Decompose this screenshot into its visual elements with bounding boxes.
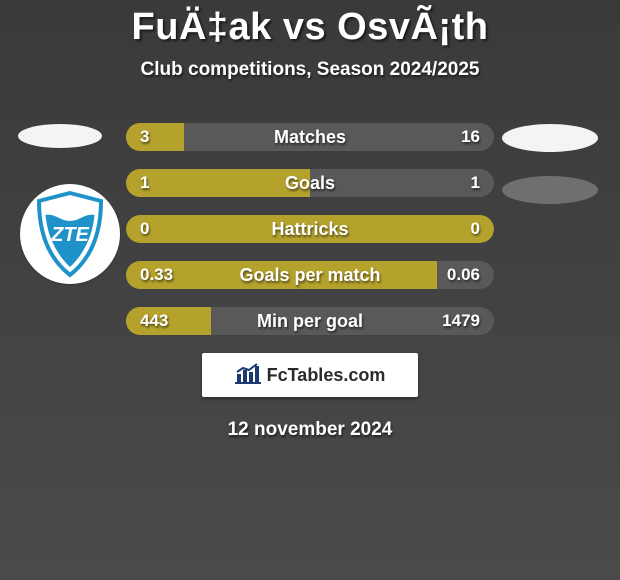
- stat-row: Hattricks0 0: [126, 215, 494, 243]
- stat-value-right: 0.06: [447, 261, 480, 289]
- stat-value-right: 1: [471, 169, 480, 197]
- stat-bars: Matches3 16 Goals1 1 Hattricks0 0 Goals per ma…: [126, 123, 494, 335]
- subtitle: Club competitions, Season 2024/2025: [0, 59, 620, 81]
- player-ellipse-top-right: [502, 124, 598, 152]
- stat-value-right: 0: [471, 215, 480, 243]
- stat-label: Goals per match: [126, 261, 494, 289]
- stat-value-left: 0.33: [140, 261, 173, 289]
- stat-value-right: 16: [461, 123, 480, 151]
- stat-value-left: 443: [140, 307, 168, 335]
- player-ellipse-top-left: [18, 124, 102, 148]
- brand-text: FcTables.com: [267, 365, 386, 386]
- stat-row: Goals1 1: [126, 169, 494, 197]
- brand-chart-icon: [235, 362, 261, 389]
- club-shield-icon: ZTE: [35, 191, 105, 277]
- stat-label: Matches: [126, 123, 494, 151]
- comparison-card: FuÄ‡ak vs OsvÃ¡th Club competitions, Sea…: [0, 0, 620, 580]
- stat-label: Goals: [126, 169, 494, 197]
- stat-row: Min per goal443 1479: [126, 307, 494, 335]
- stat-value-left: 1: [140, 169, 149, 197]
- stat-row: Goals per match0.33 0.06: [126, 261, 494, 289]
- stat-value-left: 0: [140, 215, 149, 243]
- stat-value-left: 3: [140, 123, 149, 151]
- date-text: 12 november 2024: [0, 419, 620, 441]
- page-title: FuÄ‡ak vs OsvÃ¡th: [0, 0, 620, 49]
- stat-row: Matches3 16: [126, 123, 494, 151]
- stat-label: Min per goal: [126, 307, 494, 335]
- club-badge: ZTE: [20, 184, 120, 284]
- stat-label: Hattricks: [126, 215, 494, 243]
- stat-value-right: 1479: [442, 307, 480, 335]
- player-ellipse-mid-right: [502, 176, 598, 204]
- brand-badge: FcTables.com: [202, 353, 418, 397]
- svg-text:ZTE: ZTE: [50, 224, 89, 246]
